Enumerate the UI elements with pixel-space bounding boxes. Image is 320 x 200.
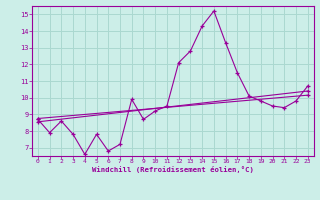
X-axis label: Windchill (Refroidissement éolien,°C): Windchill (Refroidissement éolien,°C) <box>92 166 254 173</box>
